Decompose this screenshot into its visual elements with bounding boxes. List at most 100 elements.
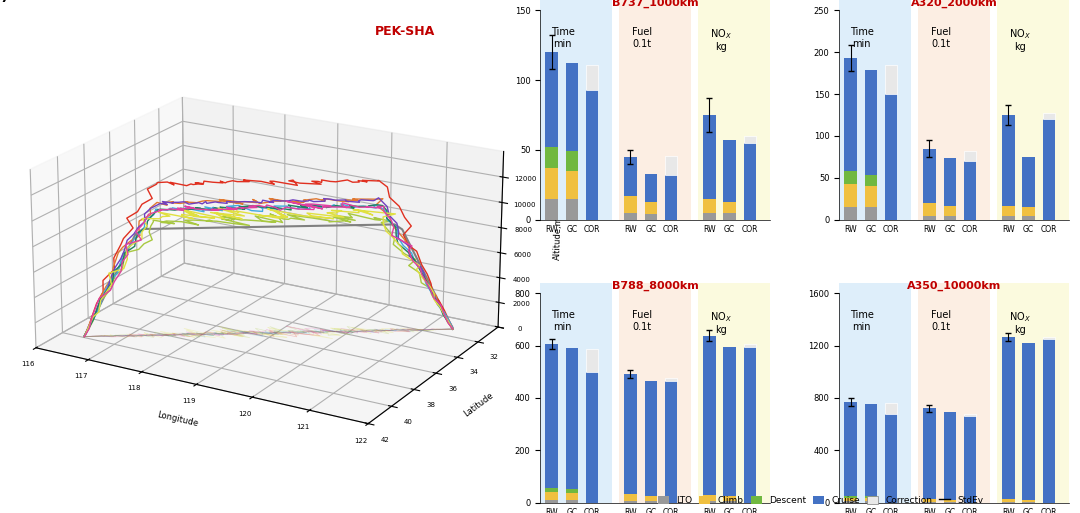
Bar bbox=[885, 65, 897, 94]
Bar bbox=[724, 497, 735, 501]
Bar bbox=[865, 207, 877, 220]
Bar bbox=[703, 115, 716, 199]
Text: Time
min: Time min bbox=[850, 27, 874, 49]
Bar bbox=[540, 0, 612, 220]
Bar bbox=[545, 168, 557, 199]
Bar bbox=[703, 496, 716, 501]
Bar bbox=[665, 175, 677, 220]
Bar bbox=[566, 489, 578, 493]
Bar bbox=[624, 494, 637, 501]
Bar bbox=[839, 0, 912, 220]
Bar bbox=[944, 158, 956, 206]
Bar bbox=[566, 171, 578, 199]
Bar bbox=[545, 344, 557, 488]
Bar bbox=[865, 186, 877, 207]
Text: NO$_X$
kg: NO$_X$ kg bbox=[710, 27, 731, 52]
Bar bbox=[1023, 207, 1035, 215]
Bar bbox=[703, 336, 716, 496]
Bar bbox=[839, 283, 912, 503]
Bar bbox=[1002, 115, 1014, 206]
Text: NO$_X$
kg: NO$_X$ kg bbox=[710, 310, 731, 336]
Title: B788_8000km: B788_8000km bbox=[612, 281, 699, 291]
Bar bbox=[944, 500, 956, 502]
Bar bbox=[865, 498, 877, 501]
Bar bbox=[566, 151, 578, 171]
Bar bbox=[665, 381, 677, 503]
Bar bbox=[724, 202, 735, 213]
Bar bbox=[1002, 337, 1014, 499]
Bar bbox=[923, 215, 935, 220]
Bar bbox=[885, 413, 897, 503]
Bar bbox=[1023, 215, 1035, 220]
Bar bbox=[545, 488, 557, 492]
Bar bbox=[619, 283, 691, 503]
Bar bbox=[1023, 500, 1035, 502]
Bar bbox=[703, 199, 716, 213]
Bar bbox=[923, 203, 935, 215]
Bar bbox=[624, 157, 637, 196]
Bar bbox=[997, 0, 1069, 220]
Legend: LTO, Climb, Descent, Cruise, Correction, StdEv: LTO, Climb, Descent, Cruise, Correction,… bbox=[654, 492, 987, 508]
Bar bbox=[744, 136, 756, 143]
Bar bbox=[645, 501, 657, 503]
Bar bbox=[923, 502, 935, 503]
Bar bbox=[724, 213, 735, 220]
Text: Fuel
0.1t: Fuel 0.1t bbox=[632, 27, 652, 49]
Bar bbox=[724, 347, 735, 497]
Bar bbox=[1023, 502, 1035, 503]
Bar bbox=[923, 499, 935, 502]
Bar bbox=[545, 492, 557, 500]
Bar bbox=[944, 412, 956, 500]
Text: PEK-SHA: PEK-SHA bbox=[375, 25, 435, 38]
Bar bbox=[845, 501, 856, 503]
Bar bbox=[918, 0, 990, 220]
Bar bbox=[963, 151, 976, 161]
Bar bbox=[865, 501, 877, 503]
Bar bbox=[586, 65, 598, 90]
Bar bbox=[845, 402, 856, 496]
Bar bbox=[1023, 343, 1035, 500]
Bar bbox=[586, 90, 598, 220]
Bar bbox=[624, 196, 637, 213]
Bar bbox=[566, 500, 578, 503]
Text: Time
min: Time min bbox=[551, 27, 575, 49]
Bar bbox=[698, 0, 770, 220]
Bar bbox=[566, 348, 578, 489]
Bar bbox=[997, 283, 1069, 503]
Bar bbox=[1042, 337, 1055, 339]
Text: Fuel
0.1t: Fuel 0.1t bbox=[632, 310, 652, 331]
Text: Fuel
0.1t: Fuel 0.1t bbox=[931, 310, 950, 331]
Text: Fuel
0.1t: Fuel 0.1t bbox=[931, 27, 950, 49]
Bar bbox=[645, 202, 657, 214]
Bar bbox=[566, 63, 578, 151]
Bar bbox=[1002, 206, 1014, 215]
Y-axis label: Latitude: Latitude bbox=[462, 391, 496, 419]
Bar bbox=[545, 500, 557, 503]
Bar bbox=[865, 70, 877, 174]
Bar bbox=[586, 372, 598, 503]
Bar bbox=[724, 501, 735, 503]
Bar bbox=[944, 502, 956, 503]
Bar bbox=[865, 404, 877, 496]
Bar bbox=[645, 174, 657, 202]
Bar bbox=[1002, 215, 1014, 220]
Bar bbox=[923, 149, 935, 203]
Bar bbox=[885, 403, 897, 413]
Bar bbox=[944, 206, 956, 216]
Bar bbox=[1023, 157, 1035, 207]
Text: a): a) bbox=[0, 0, 9, 4]
Bar bbox=[744, 347, 756, 503]
Bar bbox=[845, 207, 856, 220]
Bar bbox=[645, 214, 657, 220]
Bar bbox=[963, 413, 976, 416]
Bar bbox=[698, 283, 770, 503]
Title: A350_10000km: A350_10000km bbox=[907, 281, 1001, 291]
Bar bbox=[845, 184, 856, 207]
Bar bbox=[1042, 119, 1055, 220]
Text: Time
min: Time min bbox=[850, 310, 874, 331]
Bar bbox=[645, 496, 657, 501]
Bar bbox=[645, 381, 657, 496]
Text: Time
min: Time min bbox=[551, 310, 575, 331]
Bar bbox=[845, 171, 856, 184]
Bar bbox=[545, 199, 557, 220]
